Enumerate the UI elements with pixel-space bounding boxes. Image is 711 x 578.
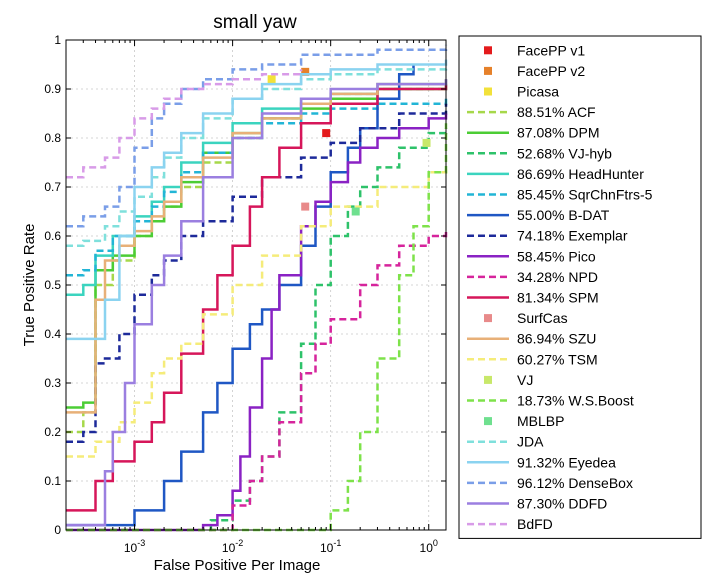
series-point-surfcas [301, 202, 310, 211]
y-tick-label: 0.9 [44, 82, 61, 96]
series-line-96-12-densebox [66, 44, 448, 228]
series-line-87-30-ddfd [66, 79, 448, 527]
legend-label: 91.32% Eyedea [517, 454, 616, 470]
x-tick-label: 10-3 [124, 538, 145, 555]
series-line-52-68-vj-hyb [66, 128, 448, 532]
legend-label: 87.08% DPM [517, 125, 599, 141]
legend-box [458, 35, 702, 539]
y-axis-label: True Positive Rate [21, 224, 38, 347]
series-point-picasa [267, 75, 276, 84]
y-tick-label: 0.2 [44, 425, 61, 439]
legend: FacePP v1 FacePP v2 Picasa 88.51% ACF 87.08%… [458, 35, 702, 539]
y-tick-label: 0.6 [44, 229, 61, 243]
series-line-74-18-exemplar [66, 103, 448, 444]
series-line-34-28-npd [66, 231, 448, 532]
legend-swatch-vj [484, 375, 492, 384]
series-line-18-73-w-s-boost [66, 123, 448, 532]
y-tick-label: 0.8 [44, 131, 61, 145]
legend-label: FacePP v2 [517, 63, 585, 79]
grid-lines [66, 39, 446, 531]
axis-ticks: 0 0.1 0.2 0.3 0.4 0.5 0.6 0.7 0.8 0.9 1 10-3 10-2 10-… [44, 33, 446, 555]
series-line-91-32-eyedea [66, 59, 448, 341]
legend-label: 18.73% W.S.Boost [517, 393, 634, 409]
legend-label: 85.45% SqrChnFtrs-5 [517, 187, 653, 203]
series-line-88-51-acf [66, 84, 448, 434]
series-line-81-34-spm [66, 84, 448, 512]
legend-swatch-picasa [484, 87, 492, 96]
x-tick-label: 10-1 [320, 538, 341, 555]
legend-label: 60.27% TSM [517, 351, 598, 367]
legend-swatch-facepp-v2 [484, 66, 492, 75]
legend-swatch-surfcas [484, 314, 492, 323]
legend-label: VJ [517, 372, 533, 388]
legend-label: 74.18% Exemplar [517, 228, 628, 244]
legend-label: 58.45% Pico [517, 248, 596, 264]
y-tick-label: 1 [54, 33, 61, 47]
legend-swatch-facepp-v1 [484, 46, 492, 55]
legend-label: FacePP v1 [517, 42, 585, 58]
y-tick-label: 0.5 [44, 278, 61, 292]
legend-label: Picasa [517, 84, 559, 100]
y-tick-label: 0.3 [44, 376, 61, 390]
legend-label: 55.00% B-DAT [517, 207, 610, 223]
legend-label: 88.51% ACF [517, 104, 596, 120]
legend-label: MBLBP [517, 413, 564, 429]
series-line-bdfd [66, 69, 303, 179]
series-line-58-45-pico [66, 113, 448, 532]
legend-label: SurfCas [517, 310, 568, 326]
legend-label: 34.28% NPD [517, 269, 598, 285]
legend-label: 81.34% SPM [517, 290, 599, 306]
legend-label: JDA [517, 434, 544, 450]
y-tick-label: 0.1 [44, 474, 61, 488]
y-tick-label: 0.7 [44, 180, 61, 194]
series-layer [66, 44, 448, 532]
x-tick-label: 100 [420, 538, 438, 555]
legend-label: 86.94% SZU [517, 331, 596, 347]
x-axis-label: False Positive Per Image [154, 557, 321, 574]
series-point-mblbp [351, 207, 360, 216]
y-tick-label: 0.4 [44, 327, 61, 341]
series-point-facepp-v1 [322, 129, 331, 138]
x-tick-label: 10-2 [222, 538, 243, 555]
chart-title: small yaw [213, 12, 297, 33]
series-line-60-27-tsm [66, 167, 448, 458]
series-point-facepp-v2 [301, 67, 310, 76]
legend-label: 96.12% DenseBox [517, 475, 633, 491]
series-line-86-94-szu [66, 79, 448, 414]
legend-label: 87.30% DDFD [517, 496, 607, 512]
y-tick-label: 0 [54, 523, 61, 537]
legend-swatch-mblbp [484, 417, 492, 426]
series-line-jda [66, 64, 448, 248]
legend-label: 52.68% VJ-hyb [517, 145, 612, 161]
legend-label: BdFD [517, 516, 553, 532]
legend-label: 86.69% HeadHunter [517, 166, 644, 182]
series-point-vj [422, 138, 431, 147]
